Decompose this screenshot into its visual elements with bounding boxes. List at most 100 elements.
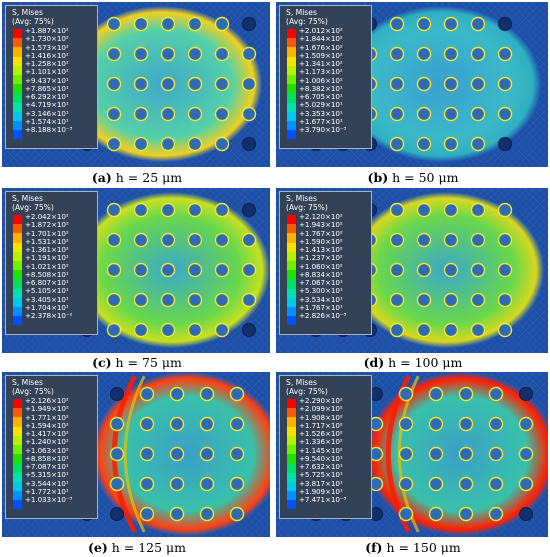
legend-title-line: S, Mises bbox=[12, 8, 43, 17]
texture-dimple bbox=[214, 46, 230, 62]
legend-value: +1.413×10² bbox=[299, 245, 343, 254]
legend-value: +3.817×10¹ bbox=[299, 478, 343, 488]
legend-swatch bbox=[13, 224, 22, 234]
texture-dimple bbox=[160, 262, 176, 278]
legend-value: +2.042×10² bbox=[25, 212, 69, 221]
legend-swatch bbox=[287, 435, 296, 445]
legend-value: +4.719×10¹ bbox=[25, 100, 69, 110]
legend-swatch bbox=[13, 215, 22, 225]
legend-swatch bbox=[13, 242, 22, 252]
legend-value: +8.834×10¹ bbox=[299, 269, 343, 279]
legend-value: +5.105×10¹ bbox=[25, 286, 69, 296]
legend-value: +1.361×10² bbox=[25, 245, 69, 254]
legend-value: +2.826×10⁻³ bbox=[299, 311, 347, 320]
texture-dimple bbox=[497, 232, 513, 248]
legend-value: +5.725×10¹ bbox=[299, 470, 343, 480]
texture-dimple bbox=[133, 322, 149, 338]
legend-value: +1.531×10² bbox=[25, 236, 69, 246]
texture-dimple bbox=[443, 262, 459, 278]
texture-dimple bbox=[133, 232, 149, 248]
legend-value: +1.701×10² bbox=[25, 228, 69, 238]
texture-dimple bbox=[214, 16, 230, 32]
texture-dimple bbox=[133, 202, 149, 218]
legend-swatch bbox=[13, 472, 22, 482]
texture-dimple bbox=[229, 416, 245, 432]
texture-dimple bbox=[214, 322, 230, 338]
legend-value: +8.508×10¹ bbox=[25, 269, 69, 279]
texture-dimple bbox=[109, 446, 125, 462]
legend-swatch bbox=[13, 233, 22, 243]
stress-legend: S, Mises (Avg: 75%) +2.120×10² +1.943×10² +1… bbox=[279, 191, 372, 335]
texture-dimple bbox=[497, 202, 513, 218]
legend-title: S, Mises (Avg: 75%) bbox=[12, 8, 54, 26]
texture-dimple bbox=[241, 262, 257, 278]
legend-value: +1.908×10² bbox=[299, 412, 343, 422]
texture-dimple bbox=[416, 76, 432, 92]
legend-value: +1.101×10² bbox=[25, 67, 69, 77]
legend-swatch bbox=[287, 500, 296, 510]
legend-values: +2.290×10² +2.099×10² +1.908×10² +1.717×10²… bbox=[299, 396, 346, 504]
legend-swatch bbox=[287, 251, 296, 261]
texture-dimple bbox=[458, 506, 474, 522]
legend-value: +6.292×10¹ bbox=[25, 92, 69, 101]
texture-dimple bbox=[229, 506, 245, 522]
legend-swatch bbox=[13, 297, 22, 307]
texture-dimple bbox=[241, 292, 257, 308]
legend-swatch bbox=[13, 316, 22, 326]
legend-title: S, Mises (Avg: 75%) bbox=[12, 194, 54, 212]
legend-value: +1.526×10² bbox=[299, 429, 343, 438]
texture-dimple bbox=[458, 386, 474, 402]
texture-dimple bbox=[187, 262, 203, 278]
texture-dimple bbox=[106, 46, 122, 62]
legend-value: +1.033×10⁻³ bbox=[25, 495, 73, 504]
legend-value: +1.767×10¹ bbox=[299, 302, 343, 312]
texture-dimple bbox=[110, 507, 124, 521]
legend-value: +1.173×10² bbox=[299, 67, 343, 77]
legend-value: +1.772×10¹ bbox=[25, 486, 69, 496]
texture-dimple bbox=[389, 106, 405, 122]
texture-dimple bbox=[169, 386, 185, 402]
legend-swatch bbox=[13, 454, 22, 464]
legend-value: +7.865×10¹ bbox=[25, 83, 69, 93]
legend-swatch bbox=[13, 435, 22, 445]
legend-value: +1.909×10¹ bbox=[299, 486, 343, 496]
texture-dimple bbox=[160, 16, 176, 32]
texture-dimple bbox=[518, 416, 534, 432]
texture-dimple bbox=[214, 106, 230, 122]
legend-value: +1.949×10² bbox=[25, 404, 69, 414]
texture-dimple bbox=[187, 322, 203, 338]
texture-dimple bbox=[106, 292, 122, 308]
legend-swatch bbox=[13, 56, 22, 66]
legend-value: +1.509×10² bbox=[299, 50, 343, 60]
texture-dimple bbox=[241, 46, 257, 62]
legend-value: +1.767×10² bbox=[299, 228, 343, 238]
legend-title: S, Mises (Avg: 75%) bbox=[286, 378, 328, 396]
texture-dimple bbox=[133, 262, 149, 278]
texture-dimple bbox=[133, 16, 149, 32]
texture-dimple bbox=[458, 476, 474, 492]
legend-swatch bbox=[13, 65, 22, 75]
legend-swatch bbox=[13, 306, 22, 317]
texture-dimple bbox=[139, 506, 155, 522]
legend-swatch bbox=[13, 251, 22, 261]
texture-dimple bbox=[106, 136, 122, 152]
legend-swatch bbox=[287, 426, 296, 436]
texture-dimple bbox=[470, 46, 486, 62]
legend-swatch bbox=[13, 481, 22, 491]
texture-dimple bbox=[470, 322, 486, 338]
legend-value: +3.146×10¹ bbox=[25, 108, 69, 118]
legend-swatch bbox=[13, 399, 22, 409]
texture-dimple bbox=[518, 446, 534, 462]
stress-legend: S, Mises (Avg: 75%) +1.887×10² +1.730×10² +1… bbox=[5, 5, 98, 149]
texture-dimple bbox=[416, 232, 432, 248]
texture-dimple bbox=[470, 76, 486, 92]
texture-dimple bbox=[518, 476, 534, 492]
texture-dimple bbox=[133, 106, 149, 122]
legend-swatch bbox=[287, 29, 296, 39]
legend-value: +9.540×10¹ bbox=[299, 453, 343, 463]
texture-dimple bbox=[416, 16, 432, 32]
legend-swatch bbox=[287, 316, 296, 326]
texture-dimple bbox=[498, 17, 512, 31]
texture-dimple bbox=[133, 76, 149, 92]
texture-dimple bbox=[488, 416, 504, 432]
